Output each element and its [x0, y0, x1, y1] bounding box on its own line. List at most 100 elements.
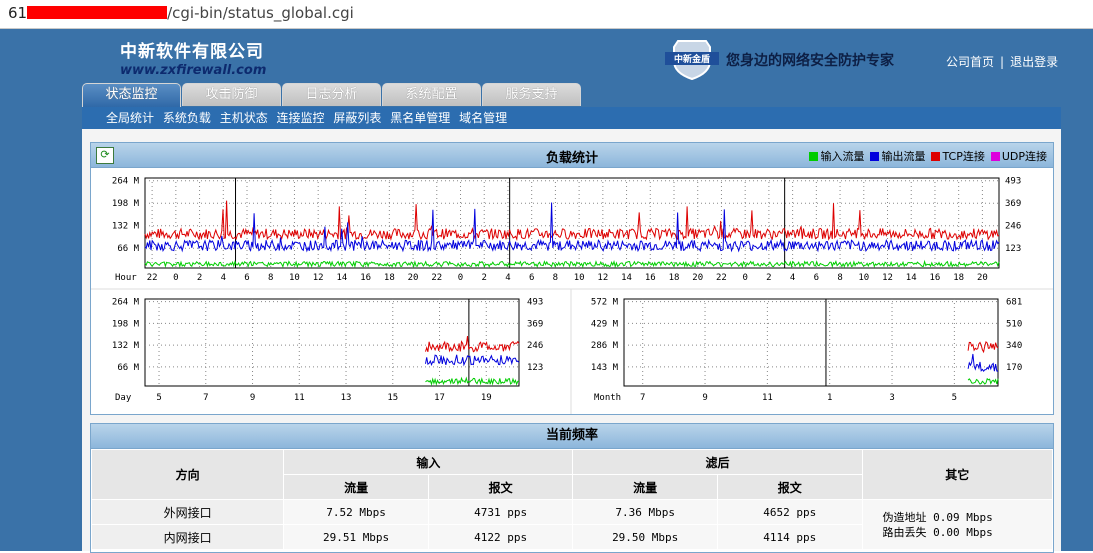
other-spoofed: 伪造地址 0.09 Mbps [882, 510, 993, 524]
x-tick-label: 20 [408, 273, 419, 283]
tab-service-support[interactable]: 服务支持 [482, 83, 581, 106]
x-tick-label: 12 [882, 273, 893, 283]
col-filtered-traffic: 流量 [572, 474, 718, 500]
chart-legend: 输入流量 输出流量 TCP连接 UDP连接 [803, 148, 1047, 164]
x-tick-label: 5 [952, 393, 957, 403]
subnav-global-stats[interactable]: 全局统计 [106, 111, 155, 125]
tab-system-config[interactable]: 系统配置 [382, 83, 481, 106]
tab-log-analysis[interactable]: 日志分析 [282, 83, 381, 106]
series-line [144, 200, 1000, 242]
col-other: 其它 [861, 449, 1054, 500]
x-tick-label: 8 [268, 273, 273, 283]
x-tick-label: 16 [645, 273, 656, 283]
y-right-tick-label: 493 [1005, 177, 1021, 187]
x-tick-label: 3 [889, 393, 894, 403]
x-tick-label: 18 [953, 273, 964, 283]
x-tick-label: 10 [858, 273, 869, 283]
series-line [967, 353, 999, 373]
x-tick-label: 5 [156, 393, 161, 403]
y-right-tick-label: 123 [527, 363, 543, 373]
logout-link[interactable]: 退出登录 [1010, 55, 1059, 69]
subnav-blacklist[interactable]: 黑名单管理 [390, 111, 451, 125]
x-tick-label: 4 [221, 273, 226, 283]
series-line [967, 377, 999, 385]
x-tick-label: 0 [458, 273, 463, 283]
x-tick-label: 4 [790, 273, 795, 283]
series-line [144, 202, 1000, 253]
x-tick-label: 15 [387, 393, 398, 403]
y-right-tick-label: 246 [1005, 222, 1021, 232]
x-axis-label: Month [594, 393, 621, 403]
series-line [425, 376, 520, 386]
y-left-tick-label: 429 M [591, 319, 619, 329]
cell-in-packets: 4122 pps [427, 524, 574, 550]
col-filtered: 滤后 [572, 449, 863, 475]
x-tick-label: 9 [702, 393, 707, 403]
page: 中新软件有限公司 www.zxfirewall.com 中新金盾 您身边的网络安… [0, 29, 1093, 553]
x-tick-label: 20 [692, 273, 703, 283]
x-tick-label: 13 [341, 393, 352, 403]
y-left-tick-label: 198 M [112, 199, 140, 209]
load-stats-panel: ⟳ 负载统计 输入流量 输出流量 TCP连接 UDP连接 22 0 2 4 6 8 10 12 14 1… [90, 142, 1054, 415]
x-tick-label: 11 [762, 393, 773, 403]
cell-filtered-packets: 4652 pps [716, 499, 863, 525]
legend-swatch [809, 152, 819, 161]
subnav-block-list[interactable]: 屏蔽列表 [333, 111, 382, 125]
load-panel-header: ⟳ 负载统计 输入流量 输出流量 TCP连接 UDP连接 [91, 143, 1053, 168]
home-link[interactable]: 公司首页 [946, 55, 995, 69]
link-separator: | [1000, 55, 1005, 69]
redacted-host [27, 6, 168, 19]
table-row: 外网接口 7.52 Mbps 4731 pps 7.36 Mbps 4652 p… [90, 499, 1054, 550]
col-filtered-packets: 报文 [716, 474, 863, 500]
x-tick-label: 14 [906, 273, 917, 283]
x-tick-label: 0 [173, 273, 178, 283]
plot-area [623, 298, 999, 387]
cell-in-traffic: 29.51 Mbps [283, 524, 429, 550]
y-left-tick-label: 264 M [112, 177, 140, 187]
y-left-tick-label: 66 M [117, 244, 139, 254]
y-right-tick-label: 369 [527, 319, 543, 329]
x-tick-label: 1 [827, 393, 832, 403]
y-right-tick-label: 246 [527, 341, 543, 351]
subnav-connection-monitor[interactable]: 连接监控 [276, 111, 325, 125]
y-left-tick-label: 132 M [112, 341, 140, 351]
url-text[interactable]: 61/cgi-bin/status_global.cgi [8, 4, 354, 22]
brand-block: 中新软件有限公司 www.zxfirewall.com [120, 37, 266, 78]
y-right-tick-label: 369 [1005, 199, 1021, 209]
subnav-host-status[interactable]: 主机状态 [219, 111, 268, 125]
legend-label: 输出流量 [881, 150, 926, 163]
x-tick-label: 8 [553, 273, 558, 283]
content-area: ⟳ 负载统计 输入流量 输出流量 TCP连接 UDP连接 22 0 2 4 6 8 10 12 14 1… [82, 129, 1061, 553]
x-tick-label: 7 [640, 393, 645, 403]
x-tick-label: 20 [977, 273, 988, 283]
legend-item-udp: UDP连接 [990, 150, 1047, 163]
x-tick-label: 11 [294, 393, 305, 403]
x-tick-label: 9 [250, 393, 255, 403]
address-bar[interactable]: 61/cgi-bin/status_global.cgi [0, 0, 1093, 29]
x-tick-label: 14 [336, 273, 347, 283]
x-tick-label: 0 [742, 273, 747, 283]
x-tick-label: 19 [481, 393, 492, 403]
x-tick-label: 12 [313, 273, 324, 283]
col-input-traffic: 流量 [283, 474, 429, 500]
x-tick-label: 6 [814, 273, 819, 283]
tab-status-monitor[interactable]: 状态监控 [82, 83, 181, 108]
x-tick-label: 2 [766, 273, 771, 283]
refresh-icon[interactable]: ⟳ [96, 147, 114, 164]
rate-panel-title: 当前频率 [91, 424, 1053, 449]
legend-item-input: 输入流量 [809, 150, 864, 163]
x-tick-label: 16 [360, 273, 371, 283]
x-tick-label: 12 [597, 273, 608, 283]
tab-attack-defense[interactable]: 攻击防御 [182, 83, 281, 106]
subnav-system-load[interactable]: 系统负载 [162, 111, 211, 125]
cell-filtered-traffic: 7.36 Mbps [572, 499, 718, 525]
series-line [144, 259, 1000, 269]
x-tick-label: 2 [482, 273, 487, 283]
top-links: 公司首页 | 退出登录 [946, 53, 1058, 70]
plot-area [144, 177, 1000, 269]
row-name: 外网接口 [90, 499, 285, 525]
x-tick-label: 2 [197, 273, 202, 283]
x-tick-label: 8 [837, 273, 842, 283]
x-axis-label: Hour [115, 273, 137, 283]
subnav-domain-manage[interactable]: 域名管理 [459, 111, 508, 125]
